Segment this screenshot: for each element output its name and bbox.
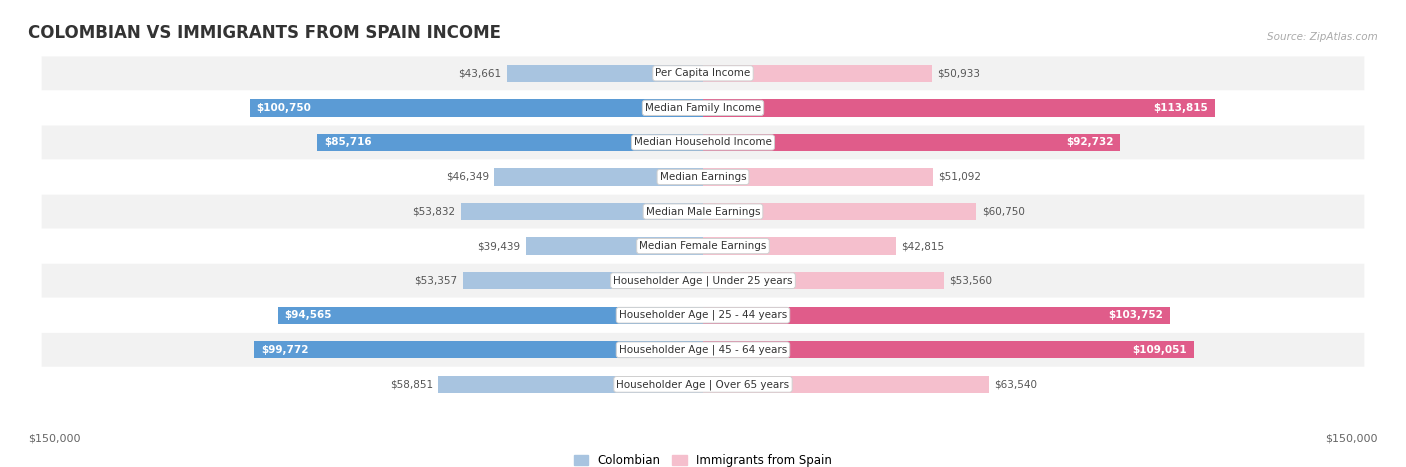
FancyBboxPatch shape [42, 333, 1364, 367]
Text: $100,750: $100,750 [256, 103, 311, 113]
Text: $43,661: $43,661 [458, 68, 501, 78]
Text: $51,092: $51,092 [938, 172, 981, 182]
Text: Median Male Earnings: Median Male Earnings [645, 206, 761, 217]
Text: Median Female Earnings: Median Female Earnings [640, 241, 766, 251]
Bar [463, 272, 703, 289]
Text: $99,772: $99,772 [262, 345, 308, 355]
FancyBboxPatch shape [42, 91, 1364, 125]
Text: $46,349: $46,349 [446, 172, 489, 182]
Text: $150,000: $150,000 [1326, 434, 1378, 444]
Text: Median Household Income: Median Household Income [634, 137, 772, 148]
Bar [439, 375, 703, 393]
Bar [526, 237, 703, 255]
Bar [703, 272, 943, 289]
FancyBboxPatch shape [42, 57, 1364, 90]
Text: $109,051: $109,051 [1132, 345, 1187, 355]
Text: Householder Age | 25 - 44 years: Householder Age | 25 - 44 years [619, 310, 787, 320]
Text: $42,815: $42,815 [901, 241, 945, 251]
Text: Source: ZipAtlas.com: Source: ZipAtlas.com [1267, 32, 1378, 42]
Text: Householder Age | Under 25 years: Householder Age | Under 25 years [613, 276, 793, 286]
FancyBboxPatch shape [42, 264, 1364, 297]
Bar [703, 99, 1215, 116]
Bar [703, 237, 896, 255]
Text: $63,540: $63,540 [994, 379, 1038, 389]
FancyBboxPatch shape [42, 368, 1364, 401]
Bar [277, 306, 703, 324]
Legend: Colombian, Immigrants from Spain: Colombian, Immigrants from Spain [569, 449, 837, 467]
FancyBboxPatch shape [42, 195, 1364, 228]
Bar [318, 134, 703, 151]
Text: $103,752: $103,752 [1108, 310, 1163, 320]
Text: $94,565: $94,565 [284, 310, 332, 320]
Text: Householder Age | 45 - 64 years: Householder Age | 45 - 64 years [619, 345, 787, 355]
Bar [703, 134, 1121, 151]
Text: Per Capita Income: Per Capita Income [655, 68, 751, 78]
Bar [254, 341, 703, 359]
FancyBboxPatch shape [42, 229, 1364, 263]
Bar [506, 64, 703, 82]
Text: Householder Age | Over 65 years: Householder Age | Over 65 years [616, 379, 790, 389]
Bar [703, 203, 976, 220]
Bar [703, 306, 1170, 324]
Text: $53,832: $53,832 [412, 206, 456, 217]
Text: Median Earnings: Median Earnings [659, 172, 747, 182]
Text: $53,357: $53,357 [415, 276, 457, 286]
Text: COLOMBIAN VS IMMIGRANTS FROM SPAIN INCOME: COLOMBIAN VS IMMIGRANTS FROM SPAIN INCOM… [28, 24, 501, 42]
Bar [250, 99, 703, 116]
Bar [703, 64, 932, 82]
Text: $39,439: $39,439 [477, 241, 520, 251]
Text: $58,851: $58,851 [389, 379, 433, 389]
Text: $92,732: $92,732 [1066, 137, 1114, 148]
Bar [495, 168, 703, 185]
Text: $53,560: $53,560 [949, 276, 993, 286]
Text: $113,815: $113,815 [1153, 103, 1208, 113]
FancyBboxPatch shape [42, 160, 1364, 194]
FancyBboxPatch shape [42, 298, 1364, 332]
FancyBboxPatch shape [42, 126, 1364, 159]
Text: $85,716: $85,716 [325, 137, 371, 148]
Text: $150,000: $150,000 [28, 434, 80, 444]
Text: $50,933: $50,933 [938, 68, 980, 78]
Bar [703, 168, 932, 185]
Text: $60,750: $60,750 [981, 206, 1025, 217]
Text: Median Family Income: Median Family Income [645, 103, 761, 113]
Bar [703, 375, 988, 393]
Bar [703, 341, 1194, 359]
Bar [461, 203, 703, 220]
